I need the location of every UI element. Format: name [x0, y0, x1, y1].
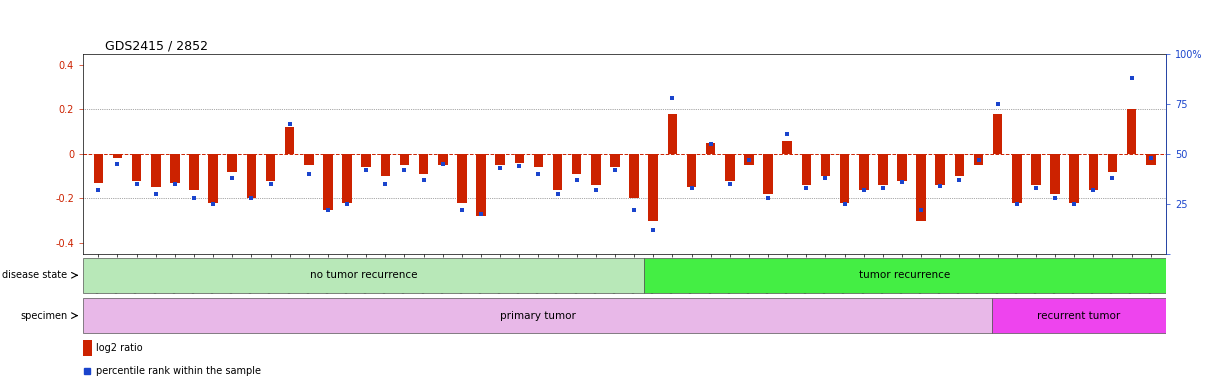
- Bar: [955, 154, 965, 176]
- Bar: [974, 154, 983, 165]
- Bar: [304, 154, 314, 165]
- Bar: [821, 154, 830, 176]
- Bar: [935, 154, 945, 185]
- Bar: [648, 154, 658, 221]
- Bar: [643, 258, 1166, 293]
- Bar: [629, 154, 639, 199]
- Bar: [381, 154, 391, 176]
- Bar: [227, 154, 237, 172]
- Bar: [342, 154, 352, 203]
- Bar: [361, 154, 371, 167]
- Bar: [476, 154, 486, 216]
- Text: recurrent tumor: recurrent tumor: [1038, 311, 1121, 321]
- Bar: [916, 154, 926, 221]
- Bar: [858, 154, 868, 190]
- Bar: [897, 154, 907, 180]
- Bar: [553, 154, 563, 190]
- Bar: [591, 154, 601, 185]
- Bar: [1089, 154, 1098, 190]
- Bar: [706, 143, 716, 154]
- Bar: [514, 154, 524, 163]
- Bar: [266, 154, 275, 180]
- Bar: [744, 154, 753, 165]
- Bar: [399, 154, 409, 165]
- Bar: [189, 154, 199, 190]
- Bar: [878, 154, 888, 185]
- Bar: [1147, 154, 1155, 165]
- Bar: [686, 154, 696, 187]
- Bar: [991, 298, 1166, 333]
- Bar: [324, 154, 333, 210]
- Bar: [1070, 154, 1079, 203]
- Bar: [247, 154, 256, 199]
- Bar: [151, 154, 160, 187]
- Text: log2 ratio: log2 ratio: [96, 343, 143, 353]
- Text: specimen: specimen: [21, 311, 67, 321]
- Bar: [534, 154, 543, 167]
- Bar: [438, 154, 448, 165]
- Bar: [457, 154, 466, 203]
- Bar: [993, 114, 1002, 154]
- Bar: [83, 258, 643, 293]
- Bar: [783, 141, 792, 154]
- Bar: [83, 298, 991, 333]
- Bar: [132, 154, 142, 180]
- Bar: [284, 127, 294, 154]
- Bar: [725, 154, 735, 180]
- Text: percentile rank within the sample: percentile rank within the sample: [96, 366, 261, 376]
- Text: disease state: disease state: [2, 270, 67, 280]
- Bar: [1107, 154, 1117, 172]
- Bar: [610, 154, 620, 167]
- Bar: [668, 114, 678, 154]
- Bar: [1032, 154, 1040, 185]
- Bar: [1050, 154, 1060, 194]
- Bar: [496, 154, 505, 165]
- Bar: [83, 340, 92, 356]
- Text: tumor recurrence: tumor recurrence: [860, 270, 951, 280]
- Bar: [112, 154, 122, 158]
- Bar: [94, 154, 103, 183]
- Bar: [1012, 154, 1022, 203]
- Bar: [801, 154, 811, 185]
- Bar: [763, 154, 773, 194]
- Bar: [209, 154, 217, 203]
- Bar: [840, 154, 850, 203]
- Text: no tumor recurrence: no tumor recurrence: [310, 270, 418, 280]
- Bar: [419, 154, 429, 174]
- Bar: [1127, 109, 1137, 154]
- Text: GDS2415 / 2852: GDS2415 / 2852: [105, 40, 208, 53]
- Text: primary tumor: primary tumor: [499, 311, 575, 321]
- Bar: [571, 154, 581, 174]
- Bar: [170, 154, 179, 183]
